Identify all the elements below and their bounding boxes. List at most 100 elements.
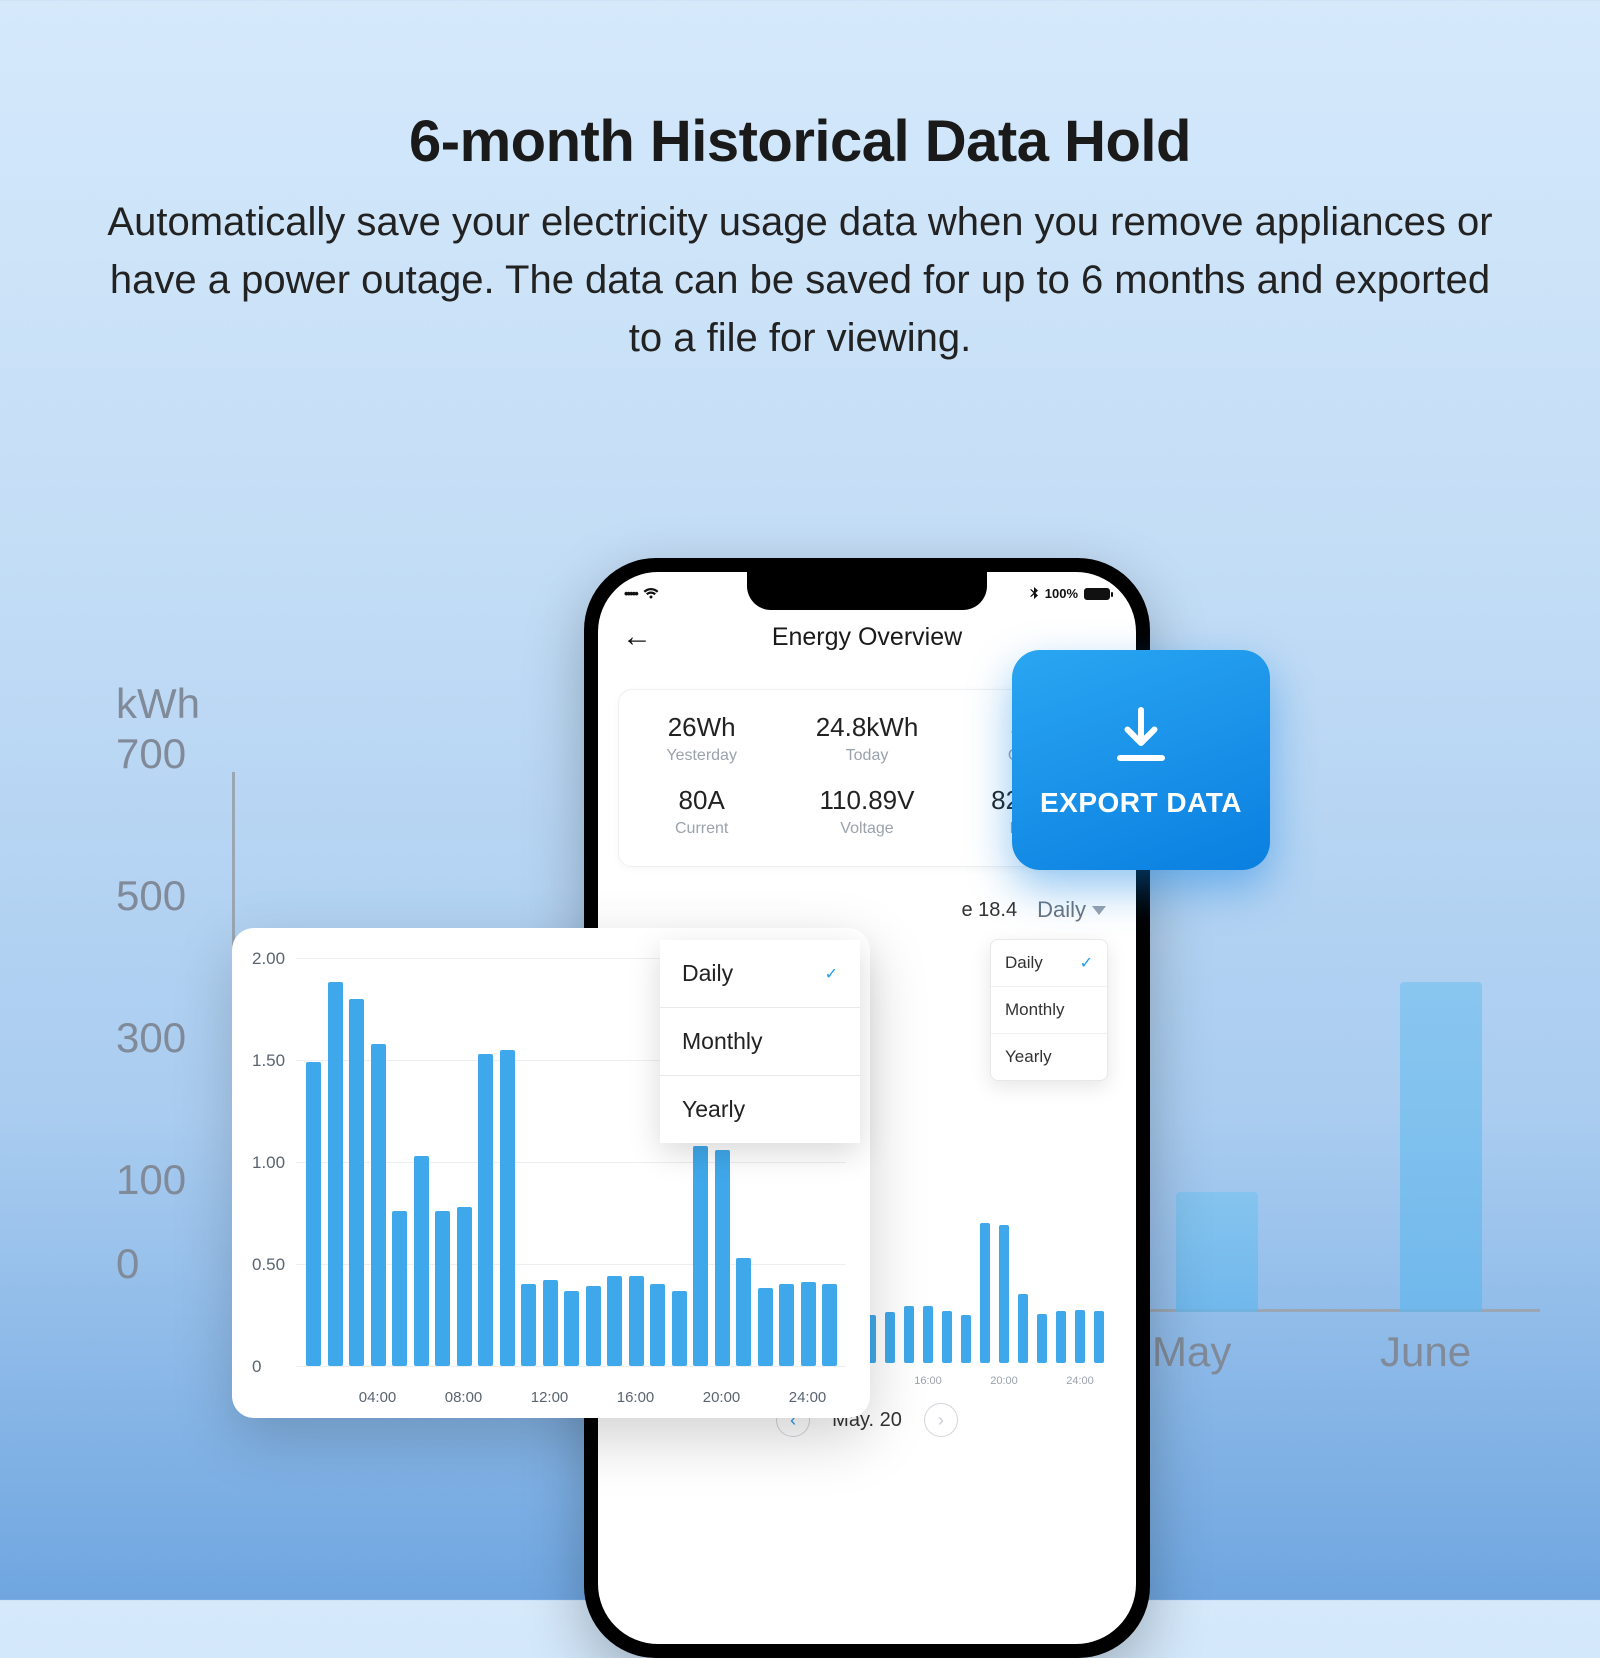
popup-chart-bar [349,999,364,1366]
chart-average: e 18.4 [961,899,1017,922]
popup-chart-ytick: 2.00 [252,949,285,969]
popup-chart-bar [779,1284,794,1366]
popup-chart-bar [672,1291,687,1366]
period-option[interactable]: Daily✓ [991,940,1107,987]
popup-chart-ytick: 0 [252,1357,261,1377]
popup-chart-xlabel: 20:00 [703,1389,741,1406]
popup-chart-bar [586,1286,601,1366]
period-dropdown-small: Daily✓MonthlyYearly [990,939,1108,1081]
popup-chart-xlabel: 12:00 [531,1389,569,1406]
bg-chart-xlabel: May [1152,1328,1231,1376]
popup-chart-bar [371,1044,386,1366]
bg-chart-bar [1400,982,1482,1312]
chevron-down-icon [1092,906,1106,915]
check-icon: ✓ [1080,953,1093,973]
download-icon [1105,701,1177,773]
popup-chart-xlabel: 16:00 [617,1389,655,1406]
stat-cell: 110.89V Voltage [784,775,949,848]
popup-chart-ytick: 1.50 [252,1051,285,1071]
phone-chart-xlabel: 16:00 [914,1375,942,1387]
period-option[interactable]: Yearly [660,1076,860,1143]
bg-chart-ytick: 300 [116,1014,186,1062]
popup-chart-ytick: 0.50 [252,1255,285,1275]
bluetooth-icon [1030,587,1039,601]
export-data-button[interactable]: EXPORT DATA [1012,650,1270,870]
bg-chart-xlabel: June [1380,1328,1471,1376]
bg-chart-ytick: 100 [116,1156,186,1204]
stat-value: 26Wh [623,712,780,743]
hero-subtitle: Automatically save your electricity usag… [0,193,1600,367]
battery-percent: 100% [1045,586,1078,601]
popup-chart-bar [500,1050,515,1366]
popup-chart-bar [392,1211,407,1366]
phone-chart-bar [999,1225,1009,1363]
phone-chart-bar [980,1223,990,1363]
phone-chart-bar [1037,1314,1047,1363]
bg-chart-ytick: 500 [116,872,186,920]
period-option[interactable]: Monthly [660,1008,860,1076]
period-option[interactable]: Monthly [991,987,1107,1034]
phone-notch [747,572,987,610]
popup-chart-bar [414,1156,429,1366]
stat-cell: 80A Current [619,775,784,848]
popup-chart-xlabel: 24:00 [789,1389,827,1406]
bg-chart-unit: kWh [116,680,200,728]
stat-cell: 24.8kWh Today [784,702,949,775]
stat-cell: 26WhYesterday [619,702,784,775]
hero-title: 6-month Historical Data Hold [0,108,1600,175]
popup-chart-bar [306,1062,321,1366]
battery-icon [1084,588,1110,600]
popup-chart-bar [715,1150,730,1366]
popup-chart-bar [822,1284,837,1366]
popup-chart-bar [543,1280,558,1366]
export-data-label: EXPORT DATA [1040,787,1242,819]
phone-chart-xlabel: 24:00 [1066,1375,1094,1387]
phone-chart-bar [1075,1310,1085,1363]
phone-chart-bar [942,1311,952,1363]
stat-label: Current [623,820,780,838]
stat-label: Today [788,747,945,765]
phone-chart-bar [923,1306,933,1363]
signal-dots-icon: ••••• [624,586,637,601]
bg-chart-ytick: 700 [116,730,186,778]
phone-chart-bar [961,1315,971,1363]
back-button[interactable]: ← [622,620,652,654]
popup-chart-bar [650,1284,665,1366]
phone-chart-xlabel: 20:00 [990,1375,1018,1387]
popup-chart-bar [801,1282,816,1366]
page-title: Energy Overview [772,623,962,652]
popup-chart-bar [457,1207,472,1366]
wifi-icon [643,588,659,600]
popup-chart-bar [629,1276,644,1366]
popup-chart-bar [736,1258,751,1366]
popup-chart-bar [478,1054,493,1366]
phone-chart-bar [885,1312,895,1363]
phone-chart-bar [1018,1294,1028,1363]
stat-label: Voltage [788,820,945,838]
period-selector[interactable]: Daily [1037,897,1106,923]
bg-chart-ytick: 0 [116,1240,139,1288]
popup-chart-bar [521,1284,536,1366]
bg-chart-bar [1176,1192,1258,1312]
popup-chart-bar [328,982,343,1366]
hero: 6-month Historical Data Hold Automatical… [0,0,1600,367]
popup-chart-bar [435,1211,450,1366]
popup-chart-bar [758,1288,773,1366]
popup-chart-gridline [296,1366,846,1367]
popup-chart-bar [607,1276,622,1366]
popup-chart-ytick: 1.00 [252,1153,285,1173]
popup-chart-bar [564,1291,579,1366]
stat-value: 110.89V [788,785,945,816]
period-dropdown: Daily✓MonthlyYearly [660,940,860,1143]
stat-value: 24.8kWh [788,712,945,743]
check-icon: ✓ [825,964,838,984]
popup-chart-xlabel: 04:00 [359,1389,397,1406]
phone-chart-bar [904,1306,914,1363]
phone-chart-bar [1056,1311,1066,1363]
period-selector-label: Daily [1037,897,1086,923]
popup-chart-xlabel: 08:00 [445,1389,483,1406]
stat-value: 80A [623,785,780,816]
period-option[interactable]: Daily✓ [660,940,860,1008]
popup-chart-bar [693,1146,708,1366]
next-day-button[interactable]: › [924,1403,958,1437]
